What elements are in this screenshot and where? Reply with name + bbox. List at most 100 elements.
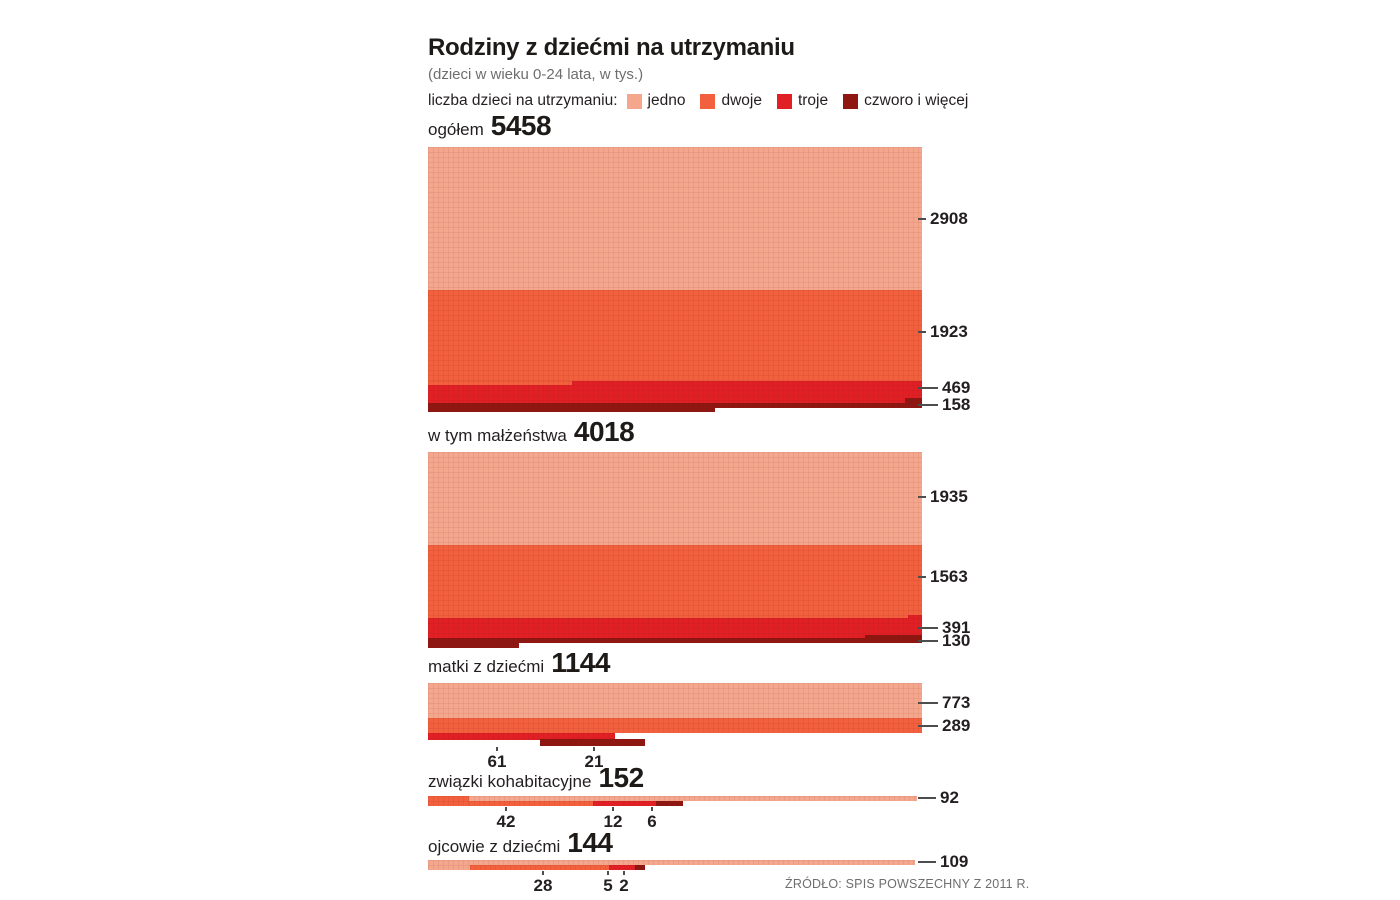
legend-item-label: czworo i więcej xyxy=(864,92,969,109)
band-czworo xyxy=(428,403,922,408)
tick-value-dwoje: 1923 xyxy=(930,322,968,341)
section-label: w tym małżeństwa 4018 xyxy=(428,416,635,448)
section-total: 152 xyxy=(598,762,644,793)
section-total: 1144 xyxy=(551,647,610,678)
legend-swatch-czworo xyxy=(843,93,859,109)
band-dwoje xyxy=(469,801,593,806)
band-jedno xyxy=(428,860,915,865)
section-label: ojcowie z dziećmi 144 xyxy=(428,827,613,859)
band-czworo xyxy=(656,801,683,806)
legend-item-label: dwoje xyxy=(721,92,762,109)
band-troje xyxy=(428,733,615,740)
band-czworo xyxy=(428,643,519,648)
tick-dash xyxy=(918,725,938,727)
legend-item-label: jedno xyxy=(647,92,686,109)
below-tick xyxy=(505,807,507,811)
band-dwoje xyxy=(428,796,469,806)
band-troje xyxy=(428,618,922,638)
below-tick xyxy=(607,871,609,875)
band-jedno xyxy=(469,796,917,801)
legend-item-label: troje xyxy=(797,92,829,109)
tick-value-jedno: 92 xyxy=(940,788,959,807)
source-note: ŹRÓDŁO: SPIS POWSZECHNY Z 2011 R. xyxy=(785,877,1030,891)
tick-dash xyxy=(918,387,938,389)
band-jedno xyxy=(428,452,922,545)
tick-value-jedno: 1935 xyxy=(930,487,968,506)
below-tick xyxy=(623,871,625,875)
below-value-dwoje: 42 xyxy=(496,812,516,831)
band-jedno xyxy=(428,865,470,870)
tick-dash xyxy=(918,218,926,220)
band-troje xyxy=(609,865,635,870)
band-dwoje xyxy=(470,865,609,870)
below-tick xyxy=(496,747,498,751)
tick-dash xyxy=(918,331,926,333)
page-title: Rodziny z dziećmi na utrzymaniu xyxy=(428,34,795,61)
band-dwoje xyxy=(428,381,572,385)
section-name: ogółem xyxy=(428,120,484,139)
band-jedno xyxy=(428,683,922,718)
tick-value-jedno: 109 xyxy=(940,852,969,871)
tick-value-czworo: 130 xyxy=(942,631,971,650)
below-value-troje: 61 xyxy=(487,752,507,771)
tick-value-troje: 469 xyxy=(942,378,971,397)
below-tick xyxy=(542,871,544,875)
section-label: ogółem 5458 xyxy=(428,110,552,142)
section-name: w tym małżeństwa xyxy=(428,426,567,445)
legend: liczba dzieci na utrzymaniu: jedno dwoje… xyxy=(428,92,983,110)
legend-swatch-dwoje xyxy=(700,93,716,109)
below-value-troje: 5 xyxy=(603,876,613,895)
page-subtitle: (dzieci w wieku 0-24 lata, w tys.) xyxy=(428,66,644,83)
legend-swatch-troje xyxy=(776,93,792,109)
section-total: 144 xyxy=(567,827,613,858)
band-czworo xyxy=(865,635,922,638)
legend-item-czworo: czworo i więcej xyxy=(843,92,968,110)
tick-dash xyxy=(918,702,938,704)
tick-value-dwoje: 289 xyxy=(942,716,971,735)
band-czworo xyxy=(428,408,715,412)
band-jedno xyxy=(428,147,922,290)
band-czworo xyxy=(635,865,645,870)
tick-dash xyxy=(918,627,938,629)
tick-dash xyxy=(918,797,936,799)
band-troje xyxy=(908,615,922,618)
band-dwoje xyxy=(428,718,922,733)
legend-label: liczba dzieci na utrzymaniu: xyxy=(428,92,618,109)
tick-dash xyxy=(918,861,936,863)
band-czworo xyxy=(540,739,645,746)
band-troje xyxy=(572,381,922,385)
tick-dash xyxy=(918,576,926,578)
tick-value-dwoje: 1563 xyxy=(930,567,968,586)
tick-value-troje: 391 xyxy=(942,618,971,637)
tick-dash xyxy=(918,496,926,498)
band-dwoje xyxy=(428,290,922,381)
below-tick xyxy=(593,747,595,751)
below-value-czworo: 2 xyxy=(619,876,629,895)
section-name: ojcowie z dziećmi xyxy=(428,837,561,856)
band-dwoje xyxy=(428,545,922,618)
tick-dash xyxy=(918,640,938,642)
tick-dash xyxy=(918,404,938,406)
below-value-dwoje: 28 xyxy=(533,876,553,895)
band-troje xyxy=(428,385,922,403)
section-total: 5458 xyxy=(490,110,552,141)
legend-swatch-jedno xyxy=(626,93,642,109)
legend-item-jedno: jedno xyxy=(626,92,686,110)
band-czworo xyxy=(428,638,922,643)
tick-value-jedno: 2908 xyxy=(930,209,968,228)
band-troje xyxy=(593,801,656,806)
section-label: matki z dziećmi 1144 xyxy=(428,647,610,679)
below-value-czworo: 21 xyxy=(584,752,604,771)
below-tick xyxy=(612,807,614,811)
tick-value-jedno: 773 xyxy=(942,693,971,712)
band-czworo xyxy=(905,398,922,403)
section-label: związki kohabitacyjne 152 xyxy=(428,762,644,794)
tick-value-czworo: 158 xyxy=(942,395,971,414)
legend-item-troje: troje xyxy=(776,92,829,110)
below-value-troje: 12 xyxy=(603,812,623,831)
section-name: matki z dziećmi xyxy=(428,657,545,676)
section-name: związki kohabitacyjne xyxy=(428,772,592,791)
legend-item-dwoje: dwoje xyxy=(700,92,762,110)
below-tick xyxy=(651,807,653,811)
below-value-czworo: 6 xyxy=(647,812,657,831)
